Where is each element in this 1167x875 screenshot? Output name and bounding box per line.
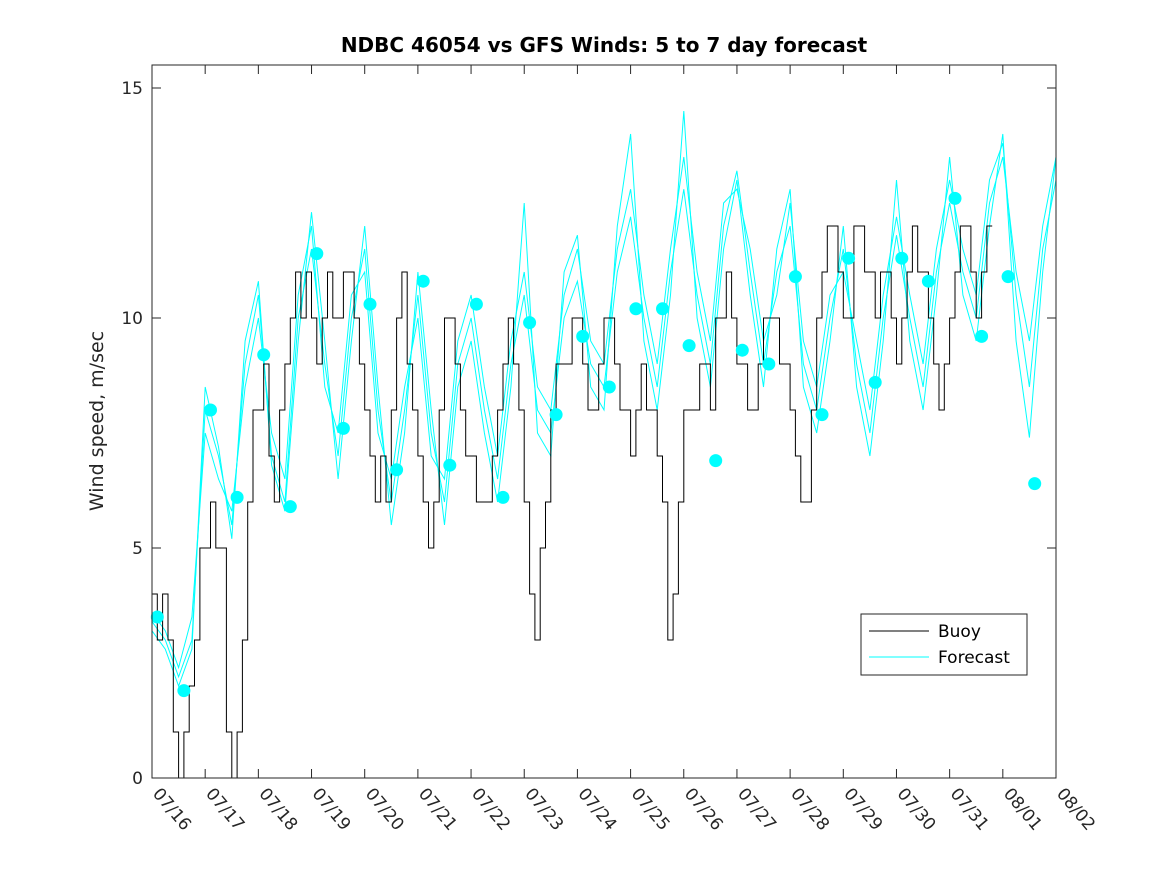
x-tick-label: 07/25	[627, 784, 674, 834]
x-tick-label: 07/27	[733, 784, 780, 834]
forecast-marker	[443, 458, 457, 472]
forecast-marker	[523, 316, 537, 330]
forecast-marker	[921, 274, 935, 288]
legend: Buoy Forecast	[860, 613, 1028, 676]
y-tick-label: 0	[132, 769, 143, 789]
forecast-marker	[948, 191, 962, 205]
x-tick-label: 07/20	[361, 784, 408, 834]
forecast-marker	[788, 270, 802, 284]
x-tick-label: 08/01	[999, 784, 1046, 834]
forecast-marker	[496, 490, 510, 504]
forecast-marker	[975, 329, 989, 343]
forecast-marker	[576, 329, 590, 343]
forecast-marker	[629, 302, 643, 316]
y-tick-label: 5	[132, 539, 143, 559]
legend-forecast-label: Forecast	[938, 648, 1010, 668]
axes-box	[151, 64, 1057, 779]
forecast-marker	[735, 343, 749, 357]
forecast-marker	[549, 408, 563, 422]
forecast-marker	[363, 297, 377, 311]
legend-box	[860, 613, 1028, 676]
forecast-marker	[150, 610, 164, 624]
forecast-marker	[283, 500, 297, 514]
x-tick-label: 07/26	[680, 784, 727, 834]
forecast-marker	[868, 375, 882, 389]
x-tick-label: 07/30	[893, 784, 940, 834]
forecast-marker	[204, 403, 217, 417]
forecast-marker	[257, 348, 271, 362]
forecast-marker	[656, 302, 669, 316]
x-tick-label: 07/21	[414, 784, 461, 834]
forecast-marker	[1028, 477, 1042, 491]
y-axis-label: Wind speed, m/sec	[86, 331, 108, 511]
forecast-marker	[310, 247, 324, 261]
forecast-markers	[150, 191, 1042, 698]
forecast-marker	[842, 251, 856, 265]
x-tick-label: 07/23	[520, 784, 567, 834]
buoy-line	[152, 225, 993, 779]
y-tick-label: 10	[121, 309, 143, 329]
forecast-marker	[230, 490, 244, 504]
chart-title: NDBC 46054 vs GFS Winds: 5 to 7 day fore…	[341, 33, 868, 57]
legend-buoy-label: Buoy	[938, 622, 981, 642]
forecast-marker	[469, 297, 483, 311]
y-tick-label: 15	[121, 79, 143, 99]
forecast-marker	[177, 684, 191, 698]
x-tick-label: 07/31	[946, 784, 993, 834]
x-tick-label: 08/02	[1052, 784, 1099, 834]
forecast-marker	[390, 463, 404, 477]
x-tick-label: 07/24	[574, 784, 621, 834]
forecast-marker	[762, 357, 776, 371]
forecast-run-line-3	[151, 110, 1057, 688]
forecast-marker	[815, 408, 829, 422]
forecast-marker	[1001, 270, 1015, 284]
buoy-series	[152, 225, 993, 779]
x-tick-label: 07/28	[786, 784, 833, 834]
forecast-marker	[709, 454, 723, 468]
x-tick-label: 07/29	[839, 784, 886, 834]
x-tick-label: 07/17	[201, 784, 248, 834]
x-tick-label: 07/18	[255, 784, 302, 834]
x-tick-label: 07/22	[467, 784, 514, 834]
forecast-marker	[682, 339, 696, 353]
forecast-marker	[895, 251, 909, 265]
forecast-marker	[336, 421, 350, 435]
x-tick-label: 07/16	[148, 784, 195, 834]
forecast-marker	[416, 274, 430, 288]
x-tick-label: 07/19	[308, 784, 355, 834]
forecast-marker	[602, 380, 616, 394]
